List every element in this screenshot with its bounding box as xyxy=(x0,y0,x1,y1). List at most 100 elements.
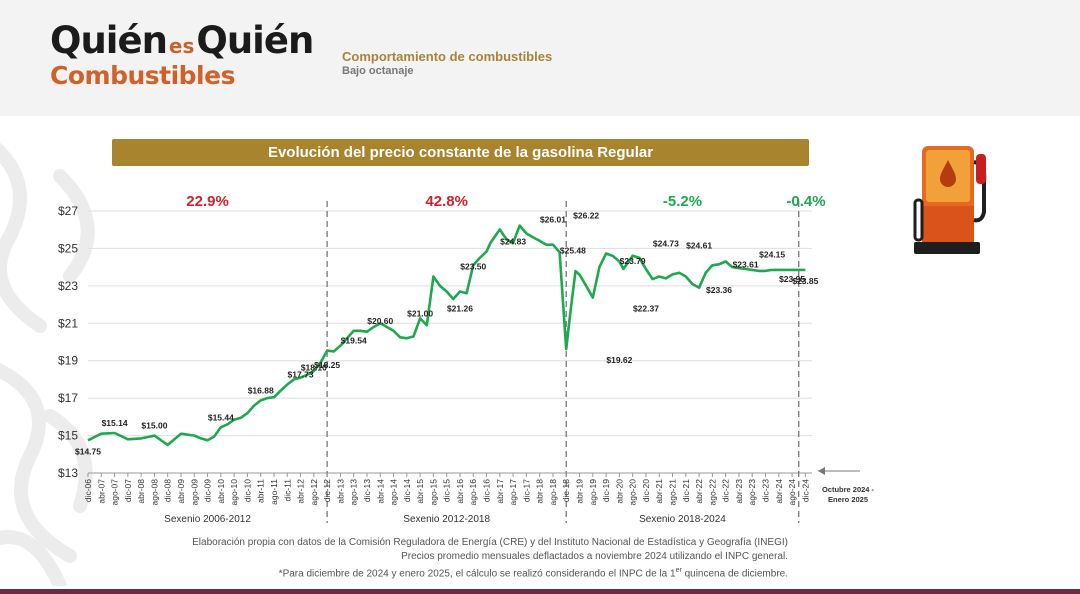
period-label: Sexenio 2006-2012 xyxy=(164,514,251,525)
y-tick-label: $23 xyxy=(58,279,78,293)
x-tick-label: dic-13 xyxy=(362,479,372,502)
footer-line-3b: quincena de diciembre. xyxy=(681,568,788,580)
data-value-label: $16.88 xyxy=(248,385,274,395)
period-dividers xyxy=(326,201,800,523)
y-tick-label: $27 xyxy=(58,204,78,218)
data-value-label: $23.61 xyxy=(733,259,759,269)
x-tick-label: dic-22 xyxy=(721,479,731,502)
period-label: Sexenio 2018-2024 xyxy=(639,514,726,525)
logo-subtitle: Combustibles xyxy=(50,61,235,90)
background-ornament-icon xyxy=(0,142,95,586)
y-tick-label: $13 xyxy=(58,466,78,480)
footer-line-3-sup: er xyxy=(675,567,682,574)
x-tick-label: abr-16 xyxy=(455,479,465,504)
x-tick-label: dic-16 xyxy=(482,479,492,502)
period-change-pct: -0.4% xyxy=(786,193,825,210)
x-tick-label: ago-15 xyxy=(428,479,438,506)
data-value-label: $15.14 xyxy=(102,418,128,428)
value-labels: $14.75 $15.14 $15.00 $15.44 $16.88 $17.73$18.… xyxy=(75,211,819,457)
x-tick-label: abr-14 xyxy=(375,479,385,504)
footer-line-3: *Para diciembre de 2024 y enero 2025, el… xyxy=(88,564,788,581)
footer-notes: Elaboración propia con datos de la Comis… xyxy=(88,536,788,581)
footer-line-3a: *Para diciembre de 2024 y enero 2025, el… xyxy=(278,568,676,580)
x-tick-label: ago-21 xyxy=(668,479,678,506)
x-tick-label: abr-10 xyxy=(216,479,226,504)
x-tick-label: abr-12 xyxy=(296,479,306,504)
data-value-label: $23.95 xyxy=(779,274,805,284)
x-tick-label: dic-23 xyxy=(761,479,771,502)
bottom-accent-bar xyxy=(0,589,1080,594)
data-value-label: $21.26 xyxy=(447,303,473,313)
x-tick-label: abr-17 xyxy=(495,479,505,504)
x-tick-label: abr-21 xyxy=(654,479,664,504)
x-tick-label: abr-19 xyxy=(575,479,585,504)
annotation-line-1: Octubre 2024 - xyxy=(822,485,875,494)
data-value-label: $23.50 xyxy=(460,262,486,272)
x-tick-label: dic-15 xyxy=(442,479,452,502)
x-tick-label: dic-08 xyxy=(163,479,173,502)
x-tick-label: ago-17 xyxy=(508,479,518,506)
data-value-label: $24.73 xyxy=(653,238,679,248)
data-value-label: $19.62 xyxy=(606,355,632,365)
x-tick-label: ago-07 xyxy=(110,479,120,506)
chart-title-banner: Evolución del precio constante de la gas… xyxy=(112,139,809,166)
x-tick-label: dic-12 xyxy=(322,479,332,502)
x-tick-label: ago-09 xyxy=(189,479,199,506)
data-value-label: $26.22 xyxy=(573,211,599,221)
x-axis-ticks: dic-06 abr-07 ago-07 dic-07 abr-08 ago-08 dic-… xyxy=(83,473,810,505)
x-tick-label: dic-07 xyxy=(123,479,133,502)
data-value-label: $14.75 xyxy=(75,446,101,456)
x-tick-label: abr-22 xyxy=(694,479,704,504)
x-tick-label: dic-06 xyxy=(83,479,93,502)
x-tick-label: abr-09 xyxy=(176,479,186,504)
price-series-line xyxy=(87,224,806,447)
x-tick-label: ago-11 xyxy=(269,479,279,505)
header-title: Comportamiento de combustibles xyxy=(342,49,553,64)
x-tick-label: ago-23 xyxy=(747,479,757,506)
x-tick-label: ago-10 xyxy=(229,479,239,506)
logo-word-es: es xyxy=(168,34,195,58)
annotation-line-2: Enero 2025 xyxy=(828,495,868,504)
x-tick-label: ago-08 xyxy=(149,479,159,506)
x-tick-label: abr-07 xyxy=(96,479,106,504)
logo-word-2: Quién xyxy=(196,19,314,62)
arrow-head-icon xyxy=(818,467,825,475)
data-value-label: $23.79 xyxy=(620,256,646,266)
x-tick-label: ago-12 xyxy=(309,479,319,506)
price-line-chart: $27 $25 $23 $21 $19 $17 $15 $13 dic-06 abr-07 ago… xyxy=(58,193,875,525)
x-tick-label: dic-10 xyxy=(242,479,252,502)
x-tick-label: abr-18 xyxy=(535,479,545,504)
data-value-label: $25.48 xyxy=(560,245,586,255)
footer-line-1: Elaboración propia con datos de la Comis… xyxy=(192,537,788,548)
data-value-label: $15.44 xyxy=(208,412,234,422)
data-value-label: $21.00 xyxy=(407,308,433,318)
x-tick-label: ago-24 xyxy=(787,479,797,506)
data-value-label: $18.25 xyxy=(314,360,340,370)
period-change-pct: -5.2% xyxy=(663,193,702,210)
data-value-label: $18.10 xyxy=(301,363,327,373)
x-tick-label: ago-16 xyxy=(468,479,478,506)
x-tick-label: dic-19 xyxy=(601,479,611,502)
logo-word-1: Quién xyxy=(50,19,168,62)
x-tick-label: ago-18 xyxy=(548,479,558,506)
period-change-pct: 42.8% xyxy=(425,193,468,210)
x-tick-label: ago-19 xyxy=(588,479,598,506)
x-tick-label: dic-24 xyxy=(800,479,810,502)
logo: Quién esQuién xyxy=(50,19,314,62)
grid-lines xyxy=(88,210,812,474)
period-change-pct: 22.9% xyxy=(186,193,229,210)
annotation: Octubre 2024 -Enero 2025 xyxy=(818,467,875,504)
x-tick-label: ago-13 xyxy=(349,479,359,506)
x-tick-label: dic-20 xyxy=(641,479,651,502)
x-tick-label: ago-22 xyxy=(707,479,717,506)
x-tick-label: abr-13 xyxy=(335,479,345,504)
y-tick-label: $15 xyxy=(58,429,78,443)
data-value-label: $26.01 xyxy=(540,215,566,225)
x-tick-label: abr-24 xyxy=(774,479,784,504)
x-tick-label: dic-18 xyxy=(561,479,571,502)
data-value-label: $20.60 xyxy=(367,316,393,326)
data-value-label: $24.83 xyxy=(500,237,526,247)
y-tick-label: $21 xyxy=(58,316,78,330)
y-tick-label: $19 xyxy=(58,354,78,368)
period-label: Sexenio 2012-2018 xyxy=(403,514,490,525)
